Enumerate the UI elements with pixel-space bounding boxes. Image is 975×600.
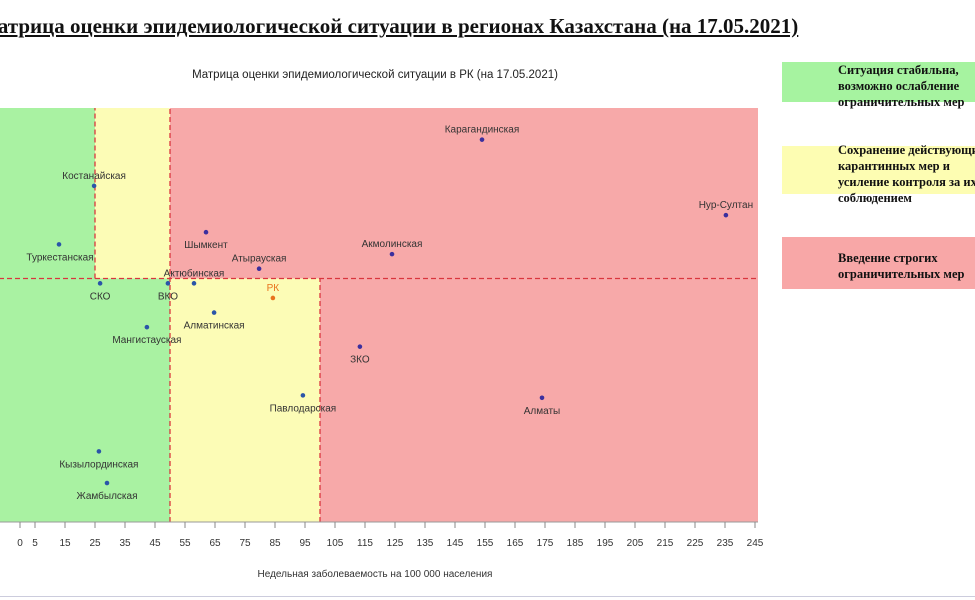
point-label: Нур-Султан: [699, 200, 753, 211]
chart-title: Матрица оценки эпидемиологической ситуац…: [192, 69, 558, 81]
legend-swatch: [782, 237, 975, 289]
point: [479, 137, 485, 142]
x-tick-label: 215: [657, 538, 674, 549]
x-tick-label: 175: [537, 538, 554, 549]
x-tick-label: 195: [597, 538, 614, 549]
x-tick-label: 145: [447, 538, 464, 549]
zone: [0, 108, 95, 279]
x-tick-label: 155: [477, 538, 494, 549]
point-label: Мангистауская: [112, 335, 181, 346]
x-tick-label: 205: [627, 538, 644, 549]
x-tick-label: 5: [32, 538, 38, 549]
point: [723, 212, 729, 218]
point: [91, 183, 97, 189]
legend-swatch: [782, 146, 975, 194]
x-tick-label: 165: [507, 538, 524, 549]
zone: [0, 278, 170, 522]
divider: [0, 596, 975, 597]
x-tick-label: 225: [687, 538, 704, 549]
zone: [170, 108, 758, 279]
point: [104, 480, 110, 486]
page-title: Матрица оценки эпидемиологической ситуац…: [0, 14, 799, 38]
x-tick-label: 55: [179, 538, 191, 549]
legend-label: Сохранение действующих карантинных мер и…: [838, 143, 975, 205]
x-tick-label: 135: [417, 538, 434, 549]
x-tick-label: 35: [119, 538, 131, 549]
x-tick-label: 95: [299, 538, 311, 549]
point-label: ВКО: [158, 291, 178, 302]
point: [270, 295, 276, 301]
x-tick-label: 105: [327, 538, 344, 549]
point: [96, 449, 102, 454]
point-label: Жамбылская: [77, 490, 138, 502]
point: [211, 310, 217, 315]
x-tick-label: 25: [89, 538, 101, 549]
point-label: СКО: [90, 291, 111, 302]
legend-item: Ситуация стабильна, возможно ослабление …: [782, 62, 975, 162]
x-tick-label: 185: [567, 538, 584, 549]
legend-label: Ситуация стабильна, возможно ослабление …: [838, 63, 965, 109]
x-tick-label: 15: [59, 538, 71, 549]
legend-item: Сохранение действующих карантинных мер и…: [782, 142, 975, 242]
zone: [95, 108, 170, 279]
point-label: Костанайская: [62, 171, 126, 182]
x-tick-label: 85: [269, 538, 281, 549]
zone: [170, 278, 320, 522]
point: [203, 229, 209, 235]
point-label: Павлодарская: [270, 403, 337, 414]
point-label: Актюбинская: [164, 267, 225, 279]
legend-item: Введение строгих ограничительных мер: [782, 237, 975, 337]
legend-label: Введение строгих ограничительных мер: [838, 251, 965, 281]
point: [97, 281, 103, 286]
point-label: Кызылординская: [59, 459, 138, 470]
legend-swatch: [782, 62, 975, 102]
point: [357, 344, 363, 349]
point: [144, 324, 150, 330]
x-tick-label: 75: [239, 538, 251, 549]
point: [191, 281, 197, 286]
x-tick-label: 125: [387, 538, 404, 549]
x-tick-label: 235: [717, 538, 734, 549]
point-label: РК: [267, 283, 280, 294]
x-tick-label: 245: [747, 538, 764, 549]
point-label: Шымкент: [184, 240, 228, 251]
point-label: Атырауская: [232, 254, 287, 265]
chart: Матрица оценки эпидемиологической ситуац…: [0, 69, 764, 580]
x-tick-label: 0: [17, 538, 23, 549]
point: [389, 251, 395, 257]
point-label: Алматинская: [184, 321, 245, 332]
point: [56, 242, 62, 247]
point-label: Карагандинская: [445, 125, 520, 136]
point-label: ЗКО: [350, 355, 370, 366]
point: [539, 395, 545, 401]
x-tick-label: 45: [149, 538, 161, 549]
zone: [320, 278, 758, 522]
point: [300, 393, 306, 398]
x-axis-label: Недельная заболеваемость на 100 000 насе…: [258, 568, 493, 580]
point-label: Алматы: [524, 406, 561, 417]
point: [165, 281, 171, 286]
x-tick-label: 65: [209, 538, 221, 549]
x-tick-label: 115: [357, 538, 373, 549]
point-label: Акмолинская: [362, 239, 423, 250]
point-label: Туркестанская: [26, 252, 93, 263]
point: [256, 266, 262, 272]
